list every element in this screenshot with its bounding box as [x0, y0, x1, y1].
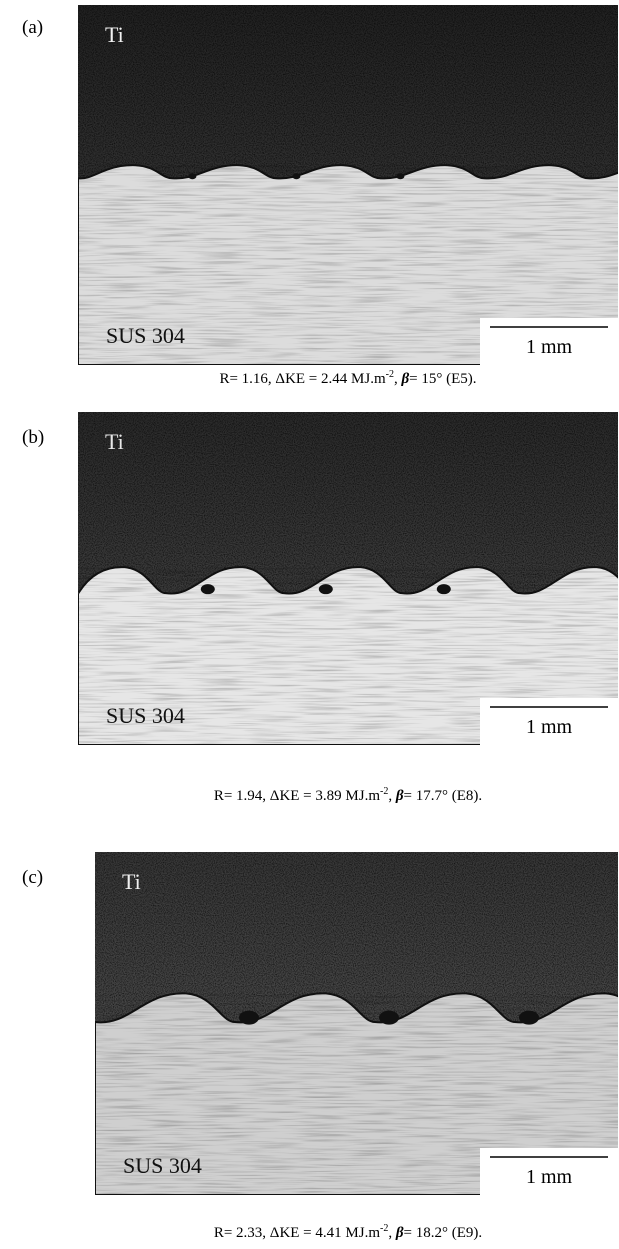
caption-text: , [388, 788, 396, 804]
void [519, 1010, 539, 1025]
caption-text: R= 1.94, ΔKE = 3.89 MJ.m [214, 788, 380, 804]
bottom-label: SUS 304 [106, 703, 185, 728]
caption-superscript: -2 [380, 786, 388, 797]
panel-label: (a) [22, 17, 43, 38]
caption: R= 2.33, ΔKE = 4.41 MJ.m-2, β= 18.2° (E9… [214, 1223, 482, 1241]
scale-box [480, 1148, 618, 1195]
caption-text: = 15° (E5). [409, 371, 476, 387]
micrograph [95, 852, 618, 1195]
caption-text: , [388, 1225, 396, 1241]
panel: (a) Ti SUS 304 1 mm R= 1.16, ΔKE = 2.44 MJ.m… [22, 5, 618, 387]
top-label: Ti [105, 22, 124, 47]
panel: (c) Ti SUS 304 1 mm R= 2.33, ΔKE = 4.41 MJ.m… [22, 852, 618, 1241]
scale-label: 1 mm [526, 336, 573, 358]
panel-label: (c) [22, 867, 43, 888]
caption-text: , [394, 371, 402, 387]
bottom-label: SUS 304 [123, 1153, 202, 1178]
caption-superscript: -2 [386, 369, 394, 380]
void [436, 584, 451, 595]
micrograph [78, 412, 618, 745]
void [188, 173, 197, 180]
scale-box [480, 698, 618, 745]
caption-text: = 17.7° (E8). [404, 788, 483, 804]
scale-label: 1 mm [526, 716, 573, 738]
bottom-label: SUS 304 [106, 323, 185, 348]
micrograph [78, 5, 618, 365]
panel: (b) Ti SUS 304 1 mm R= 1.94, ΔKE = 3.89 MJ.m… [22, 412, 618, 804]
void [200, 584, 215, 595]
scale-box [480, 318, 618, 365]
caption-text: = 18.2° (E9). [404, 1225, 483, 1241]
panel-label: (b) [22, 427, 44, 448]
void [292, 173, 301, 180]
caption-symbol: β [395, 788, 404, 804]
caption: R= 1.94, ΔKE = 3.89 MJ.m-2, β= 17.7° (E8… [214, 786, 482, 804]
void [396, 173, 405, 180]
caption: R= 1.16, ΔKE = 2.44 MJ.m-2, β= 15° (E5). [219, 369, 476, 387]
sus-texture [95, 993, 618, 1195]
void [239, 1010, 259, 1025]
void [318, 584, 333, 595]
sus-texture [78, 165, 618, 365]
caption-symbol: β [400, 371, 409, 387]
void [379, 1010, 399, 1025]
scale-label: 1 mm [526, 1166, 573, 1188]
caption-text: R= 1.16, ΔKE = 2.44 MJ.m [219, 371, 385, 387]
caption-symbol: β [395, 1225, 404, 1241]
top-label: Ti [105, 429, 124, 454]
caption-superscript: -2 [380, 1223, 388, 1234]
top-label: Ti [122, 869, 141, 894]
caption-text: R= 2.33, ΔKE = 4.41 MJ.m [214, 1225, 380, 1241]
